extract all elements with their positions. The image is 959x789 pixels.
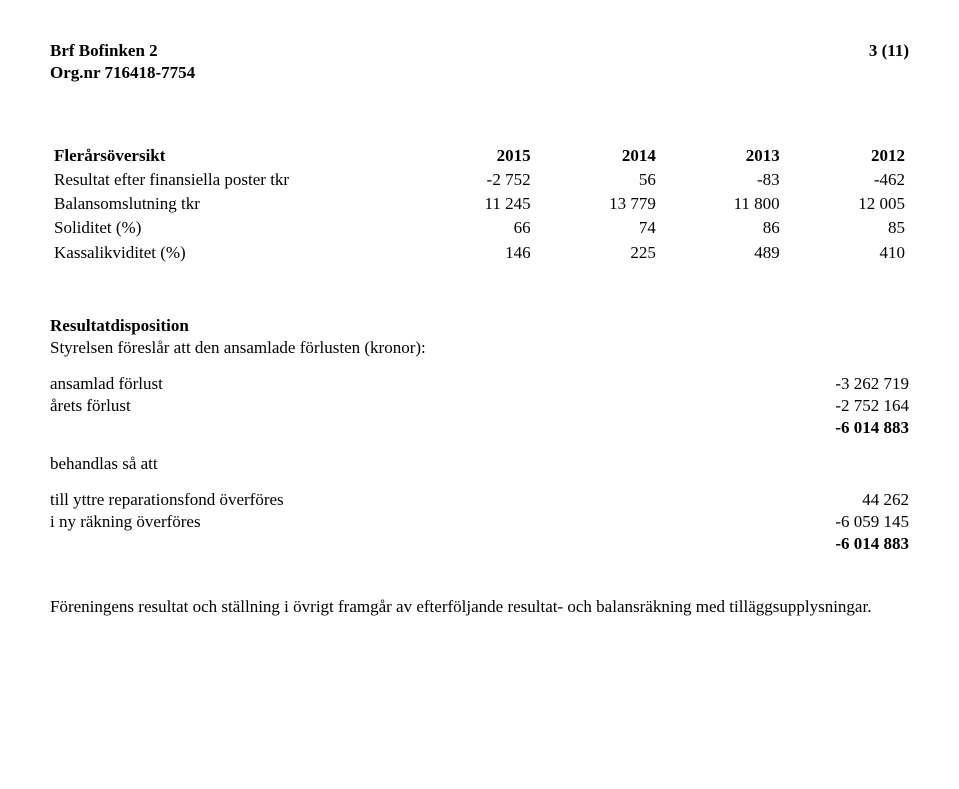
cell: -2 752 <box>411 168 535 192</box>
disposition-row: till yttre reparationsfond överföres 44 … <box>50 489 909 511</box>
table-row: Kassalikviditet (%) 146 225 489 410 <box>50 241 909 265</box>
row-label: ansamlad förlust <box>50 373 163 395</box>
disposition-row: i ny räkning överföres -6 059 145 <box>50 511 909 533</box>
table-row: Resultat efter finansiella poster tkr -2… <box>50 168 909 192</box>
cell: -83 <box>660 168 784 192</box>
row-value: -6 014 883 <box>789 417 909 439</box>
table-row: Balansomslutning tkr 11 245 13 779 11 80… <box>50 192 909 216</box>
org-name: Brf Bofinken 2 <box>50 40 158 62</box>
overview-header-row: Flerårsöversikt 2015 2014 2013 2012 <box>50 144 909 168</box>
row-label: Resultat efter finansiella poster tkr <box>50 168 411 192</box>
col-year: 2012 <box>784 144 909 168</box>
row-label: i ny räkning överföres <box>50 511 201 533</box>
cell: 66 <box>411 216 535 240</box>
page-header: Brf Bofinken 2 3 (11) <box>50 40 909 62</box>
cell: 146 <box>411 241 535 265</box>
disposition-row-total: -6 014 883 <box>50 533 909 555</box>
row-value: -3 262 719 <box>789 373 909 395</box>
overview-title: Flerårsöversikt <box>50 144 411 168</box>
cell: 56 <box>535 168 660 192</box>
disposition-row: ansamlad förlust -3 262 719 <box>50 373 909 395</box>
cell: 410 <box>784 241 909 265</box>
cell: 11 800 <box>660 192 784 216</box>
row-value: 44 262 <box>789 489 909 511</box>
disposition-title: Resultatdisposition <box>50 315 909 337</box>
row-label: Kassalikviditet (%) <box>50 241 411 265</box>
row-value: -6 014 883 <box>789 533 909 555</box>
org-number: Org.nr 716418-7754 <box>50 62 909 84</box>
disposition-block-1: ansamlad förlust -3 262 719 årets förlus… <box>50 373 909 439</box>
closing-paragraph: Föreningens resultat och ställning i övr… <box>50 596 909 618</box>
row-label: årets förlust <box>50 395 131 417</box>
cell: 11 245 <box>411 192 535 216</box>
page-number: 3 (11) <box>869 40 909 62</box>
disposition-block-2: till yttre reparationsfond överföres 44 … <box>50 489 909 555</box>
col-year: 2014 <box>535 144 660 168</box>
cell: 12 005 <box>784 192 909 216</box>
row-label: till yttre reparationsfond överföres <box>50 489 284 511</box>
disposition-intro: Styrelsen föreslår att den ansamlade för… <box>50 337 909 359</box>
row-value: -6 059 145 <box>789 511 909 533</box>
cell: 489 <box>660 241 784 265</box>
cell: 13 779 <box>535 192 660 216</box>
col-year: 2015 <box>411 144 535 168</box>
cell: -462 <box>784 168 909 192</box>
disposition-row-total: -6 014 883 <box>50 417 909 439</box>
row-value: -2 752 164 <box>789 395 909 417</box>
disposition-mid-label: behandlas så att <box>50 453 909 475</box>
cell: 86 <box>660 216 784 240</box>
table-row: Soliditet (%) 66 74 86 85 <box>50 216 909 240</box>
overview-table: Flerårsöversikt 2015 2014 2013 2012 Resu… <box>50 144 909 264</box>
col-year: 2013 <box>660 144 784 168</box>
disposition-row: årets förlust -2 752 164 <box>50 395 909 417</box>
cell: 225 <box>535 241 660 265</box>
row-label: Balansomslutning tkr <box>50 192 411 216</box>
row-label: Soliditet (%) <box>50 216 411 240</box>
cell: 74 <box>535 216 660 240</box>
cell: 85 <box>784 216 909 240</box>
